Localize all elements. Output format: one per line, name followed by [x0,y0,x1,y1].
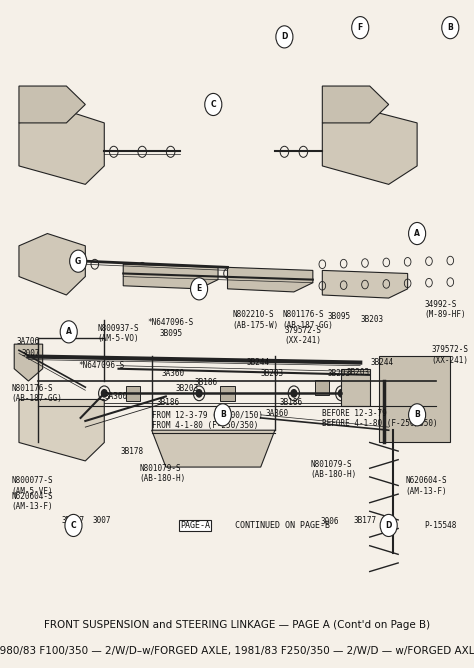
Circle shape [214,403,231,426]
Text: D: D [281,32,288,41]
Text: N620604-S
(AM-13-F): N620604-S (AM-13-F) [12,492,54,511]
Text: 3B203: 3B203 [261,369,284,377]
Text: 3A360: 3A360 [266,409,289,418]
Text: 3B177: 3B177 [354,516,376,525]
Text: FROM 12-3-79 (F-100/150)
FROM 4-1-80 (F-250/350): FROM 12-3-79 (F-100/150) FROM 4-1-80 (F-… [152,411,263,430]
Circle shape [70,250,87,273]
Text: 379572-S
(XX-241): 379572-S (XX-241) [431,345,468,365]
Text: D: D [385,521,392,530]
Text: F: F [357,23,363,32]
Polygon shape [19,399,104,461]
Bar [220,386,235,401]
Text: 379572-S
(XX-241): 379572-S (XX-241) [285,326,322,345]
Text: 3B203: 3B203 [328,369,350,377]
Polygon shape [379,357,450,442]
Circle shape [101,389,107,397]
Polygon shape [19,111,104,184]
Text: B: B [220,410,226,420]
Text: N800077-S
(AM-5-VE): N800077-S (AM-5-VE) [12,476,54,496]
Circle shape [276,26,293,48]
Text: N801079-S
(AB-180-H): N801079-S (AB-180-H) [140,464,186,484]
Circle shape [291,389,297,397]
Polygon shape [322,271,408,298]
Text: CONTINUED ON PAGE-B: CONTINUED ON PAGE-B [235,521,329,530]
Text: N620604-S
(AM-13-F): N620604-S (AM-13-F) [405,476,447,496]
Bar [126,386,140,401]
Circle shape [191,278,208,300]
Text: A: A [66,327,72,337]
Text: 3A360: 3A360 [162,369,184,377]
Circle shape [380,514,397,536]
Text: B: B [447,23,453,32]
Circle shape [205,94,222,116]
Text: B: B [414,410,420,420]
Text: PAGE-A: PAGE-A [180,521,210,530]
Text: 3B095: 3B095 [327,312,350,321]
Text: 3B203: 3B203 [346,367,369,377]
Text: N801079-S
(AB-180-H): N801079-S (AB-180-H) [310,460,357,479]
Text: 3B244: 3B244 [370,357,393,367]
Polygon shape [19,86,85,123]
Bar [315,380,329,395]
Text: 1980/83 F100/350 — 2/W/D–w/FORGED AXLE, 1981/83 F250/350 — 2/W/D — w/FORGED AXLE: 1980/83 F100/350 — 2/W/D–w/FORGED AXLE, … [0,646,474,656]
Text: BEFORE 12-3-79
BEFORE 4-1-80 (F-250/350): BEFORE 12-3-79 BEFORE 4-1-80 (F-250/350) [322,409,438,428]
Text: 3A360: 3A360 [105,392,128,401]
Circle shape [65,514,82,536]
Circle shape [409,222,426,244]
Text: 3007: 3007 [92,516,111,525]
Text: 3B186: 3B186 [195,378,218,387]
Text: N800937-S
(AM-5-VO): N800937-S (AM-5-VO) [97,323,139,343]
Text: N802210-S
(AB-175-W): N802210-S (AB-175-W) [232,311,279,330]
Text: 3B177: 3B177 [62,516,85,525]
Text: FRONT SUSPENSION and STEERING LINKAGE — PAGE A (Cont'd on Page B): FRONT SUSPENSION and STEERING LINKAGE — … [44,620,430,630]
Text: 3006: 3006 [320,518,339,526]
Circle shape [60,321,77,343]
Polygon shape [322,86,389,123]
Text: 3B186: 3B186 [280,398,303,407]
Text: 3B178: 3B178 [121,448,144,456]
Circle shape [442,17,459,39]
Text: G: G [75,257,82,266]
Text: C: C [71,521,76,530]
Circle shape [352,17,369,39]
Polygon shape [341,369,370,405]
Polygon shape [228,267,313,292]
Polygon shape [322,111,417,184]
Polygon shape [19,234,85,295]
Polygon shape [123,265,218,289]
Text: N801176-S
(AB-187-GG): N801176-S (AB-187-GG) [12,384,63,403]
Text: 3B203: 3B203 [360,315,383,324]
Text: E: E [196,285,202,293]
Circle shape [409,403,426,426]
Circle shape [338,389,344,397]
Text: 3A706: 3A706 [17,337,40,346]
Text: N801176-S
(AB-187-GG): N801176-S (AB-187-GG) [282,311,333,330]
Text: 3007: 3007 [21,349,40,358]
Polygon shape [14,344,43,381]
Text: *N647096-S
3B095: *N647096-S 3B095 [147,319,194,338]
Text: 3B186: 3B186 [157,398,180,407]
Text: C: C [210,100,216,109]
Text: A: A [414,229,420,238]
Text: 3B203: 3B203 [176,384,199,393]
Text: *N647096-S: *N647096-S [78,361,125,370]
Text: 34992-S
(M-89-HF): 34992-S (M-89-HF) [424,300,466,319]
Polygon shape [152,430,275,467]
Text: 3B244: 3B244 [247,357,270,367]
Text: P-15548: P-15548 [424,521,456,530]
Circle shape [196,389,202,397]
